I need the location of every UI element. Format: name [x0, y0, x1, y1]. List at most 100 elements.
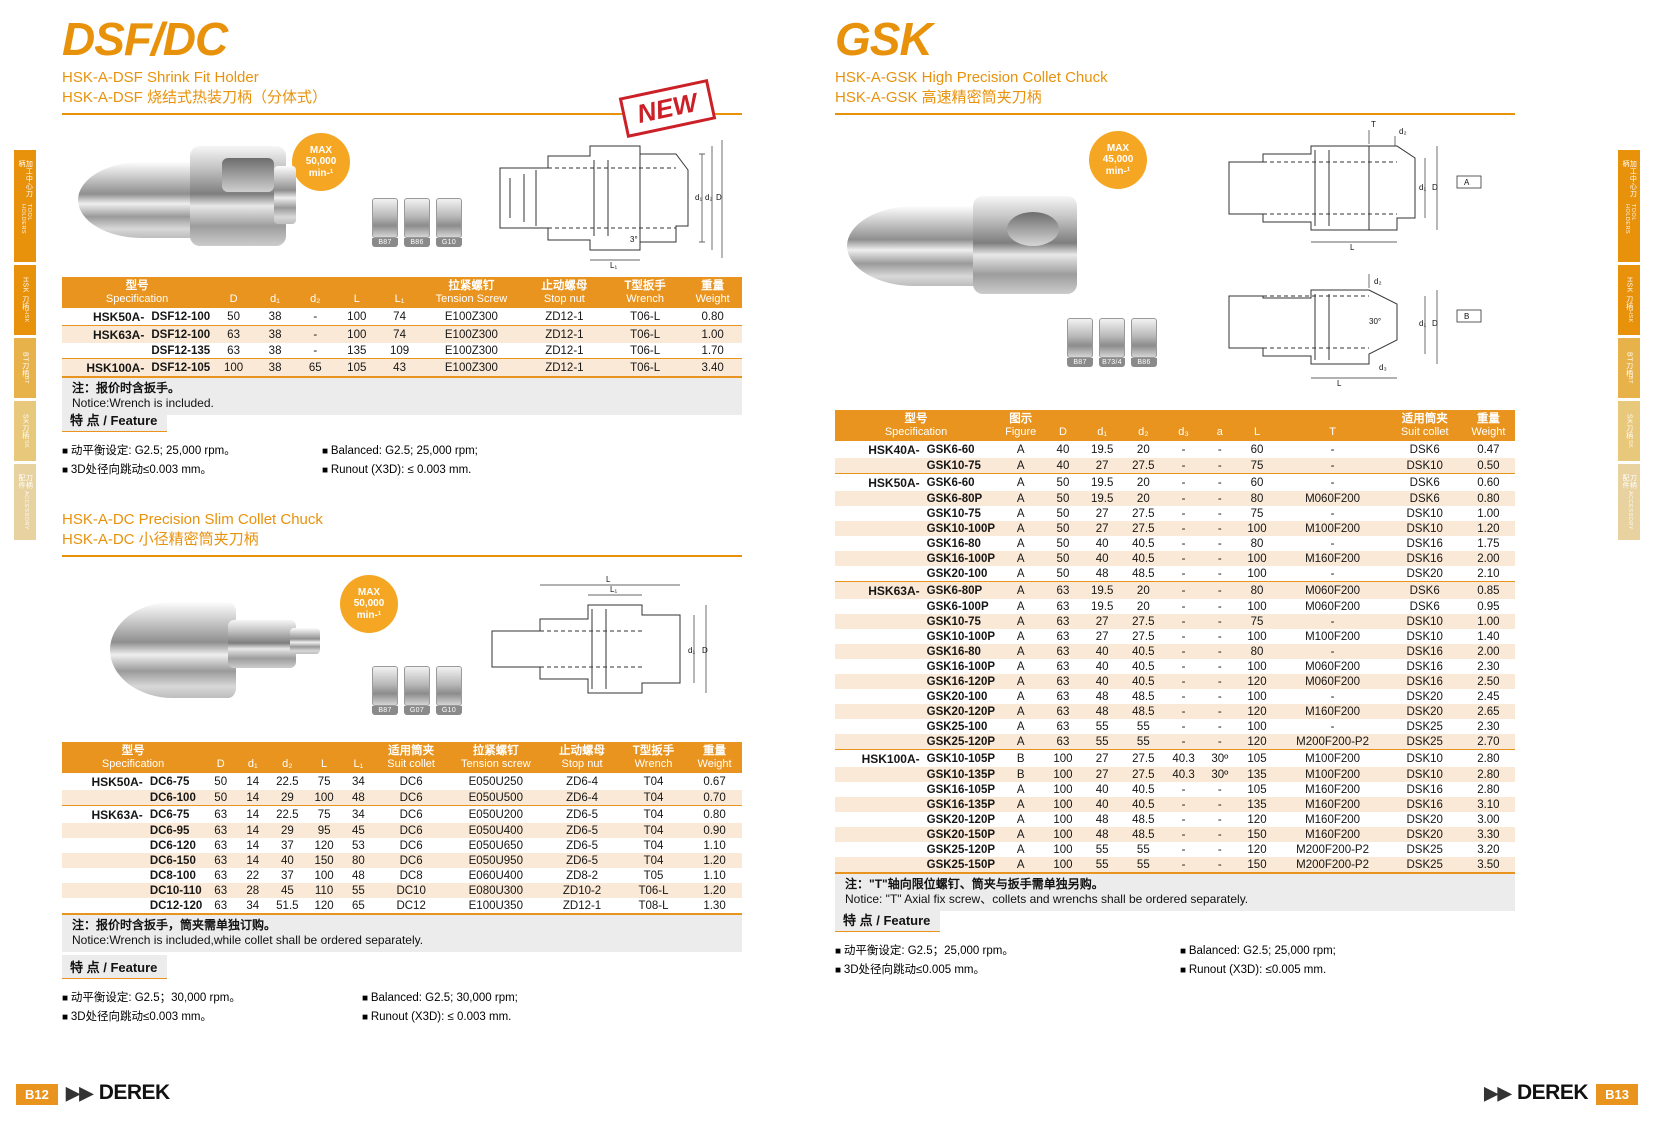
row-group-label: HSK63A-	[835, 581, 922, 600]
cell-D: 63	[1044, 644, 1082, 660]
cell-L: 100	[1247, 660, 1267, 673]
cell-d1: 48	[1081, 704, 1123, 720]
cell-nut: ZD12-1	[562, 899, 602, 912]
table-row: GSK20-120P A 100 48 48.5 - - 120 M160F200 DSK20 3.…	[835, 812, 1515, 827]
cell-L1: 55	[341, 883, 375, 899]
side-tab-hsk[interactable]: HSK 刀柄 HSK	[1618, 265, 1640, 335]
table-row: GSK10-100P A 63 27 27.5 - - 100 M100F200 DSK10 1.4…	[835, 629, 1515, 644]
cell-d3: -	[1163, 458, 1204, 474]
side-tab-bt[interactable]: BT刀柄 BT	[1618, 338, 1640, 398]
table-row: GSK16-135P A 100 40 40.5- -135 M160F200 DSK16 3.…	[835, 797, 1515, 813]
side-tab-label-cn: 刀柄配件	[1622, 474, 1637, 489]
side-tab-accessory[interactable]: 刀柄配件 ACCESSORY	[1618, 464, 1640, 540]
cell-collet: DSK16	[1406, 660, 1443, 673]
cell-L1: 80	[341, 853, 375, 869]
cell-wrench: T04	[643, 839, 664, 852]
cell-collet: DSK20	[1406, 690, 1443, 703]
cell-L: 150	[1236, 857, 1278, 873]
col-d1: d₁	[1081, 410, 1123, 442]
cell-d2: 40.5	[1122, 644, 1164, 660]
cell-nut: ZD6-5	[566, 839, 599, 852]
cell-collet: DSK6	[1387, 491, 1462, 507]
accessory-icon-2[interactable]: B86	[1131, 318, 1157, 367]
accessory-icon-1[interactable]: G07	[404, 666, 430, 715]
accessory-icon-2[interactable]: G10	[436, 666, 462, 715]
cell-weight: 1.30	[703, 899, 726, 912]
col-specification: 型号 Specification	[62, 277, 213, 309]
accessory-icon-0[interactable]: B87	[372, 198, 398, 247]
table-row: HSK100A- GSK10-105P B 100 27 27.5 40.3 30º 105 M1…	[835, 749, 1515, 768]
cell-L1: 43	[378, 358, 421, 377]
cell-L: 120	[1247, 813, 1267, 826]
side-tab-tool-holders[interactable]: 加工中心刀柄 TOOL HOLDERS	[1618, 150, 1640, 262]
col-l1: L₁	[378, 277, 421, 309]
cell-d3: -	[1181, 660, 1186, 673]
cell-d3: -	[1163, 827, 1204, 843]
cell-d1: 14	[237, 823, 269, 839]
dsf-title-rule	[62, 112, 742, 115]
accessory-icon-2[interactable]: G10	[436, 198, 462, 247]
side-tab-label-en: HSK	[22, 310, 29, 324]
row-group-label	[835, 521, 922, 537]
side-tab-sk[interactable]: SK刀柄 SK	[1618, 401, 1640, 461]
row-group-label	[62, 898, 145, 913]
cell-T: M200F200-P2	[1277, 734, 1388, 750]
row-model: GSK16-80	[921, 644, 998, 660]
cell-nut: ZD6-5	[544, 853, 620, 869]
wrench-icon	[436, 198, 462, 238]
cell-D: 100	[212, 358, 255, 377]
accessory-icon-1[interactable]: B86	[404, 198, 430, 247]
cell-figure: A	[1016, 813, 1025, 826]
cell-nut: ZD12-1	[545, 344, 584, 357]
cell-d2: 65	[295, 358, 336, 377]
dc-spec-table-wrap: 型号 Specification D d₁ d₂ L L₁ 适用筒夹 Suit …	[62, 742, 742, 952]
accessory-icon-0[interactable]: B87	[1067, 318, 1093, 367]
cell-weight: 3.50	[1461, 857, 1515, 873]
side-tab-label-cn: SK刀柄	[21, 414, 29, 440]
cell-D: 63	[1044, 614, 1082, 630]
cell-D: 100	[1044, 797, 1082, 813]
cell-d2: -	[313, 344, 318, 357]
cell-d2: 20	[1136, 600, 1150, 613]
col-d: D	[204, 742, 238, 774]
cell-a: -	[1203, 521, 1237, 537]
cell-T: M060F200	[1277, 581, 1388, 600]
accessory-icon-1[interactable]: B73/4	[1099, 318, 1125, 367]
side-tab-label-cn: 加工中心刀柄	[18, 160, 33, 198]
side-tab-sk[interactable]: SK刀柄 SK	[14, 401, 36, 461]
cell-figure: A	[997, 458, 1045, 474]
row-model: GSK10-75	[921, 458, 998, 474]
col-d3: d₃	[1163, 410, 1204, 442]
cell-a: -	[1203, 674, 1237, 690]
cell-screw: E050U950	[447, 853, 545, 869]
feature-tag: 特 点 / Feature	[62, 955, 168, 979]
table-row: GSK20-100 A 50 48 48.5 - - 100 - DSK20 2.10	[835, 566, 1515, 582]
cell-d2: 27.5	[1122, 767, 1164, 783]
cell-d1: 27	[1081, 521, 1123, 537]
svg-text:L: L	[1350, 243, 1355, 252]
dsf-heading-block: DSF/DC HSK-A-DSF Shrink Fit Holder HSK-A…	[62, 16, 742, 115]
row-model: GSK20-120P	[921, 704, 998, 720]
cell-D: 50	[1044, 551, 1082, 567]
side-tab-hsk[interactable]: HSK 刀柄 HSK	[14, 265, 36, 335]
cell-figure: A	[1016, 567, 1025, 580]
row-group-label: HSK40A-	[868, 442, 920, 457]
max-value: 50,000	[305, 156, 337, 168]
accessory-icon-0[interactable]: B87	[372, 666, 398, 715]
side-tab-bt[interactable]: BT刀柄 BT	[14, 338, 36, 398]
table-row: DSF12-135 63 38 - 135 109 E100Z300 ZD12-1 T06-L 1…	[62, 343, 742, 359]
col-suit-collet: 适用筒夹 Suit collet	[374, 742, 448, 774]
table-row: DC12-120 63 34 51.5 120 65 DC12 E100U350 ZD12-1 T…	[62, 898, 742, 913]
feature-item: Balanced: G2.5; 25,000 rpm;	[322, 442, 582, 461]
cell-collet: DSK6	[1387, 581, 1462, 600]
cell-screw: E050U500	[447, 790, 545, 806]
cell-L: 80	[1236, 644, 1278, 660]
table-row: GSK25-120P A 63 55 55- -120 M200F200-P2 DSK25 2.…	[835, 734, 1515, 750]
side-tab-tool-holders[interactable]: 加工中心刀柄 TOOL HOLDERS	[14, 150, 36, 262]
side-tab-accessory[interactable]: 刀柄配件 ACCESSORY	[14, 464, 36, 540]
cell-d3: 40.3	[1163, 767, 1204, 783]
cell-d1: 40	[1095, 783, 1109, 796]
cell-a: -	[1217, 600, 1222, 613]
cell-collet: DC6	[399, 839, 423, 852]
col-wrench: T型扳手 Wrench	[619, 742, 688, 774]
